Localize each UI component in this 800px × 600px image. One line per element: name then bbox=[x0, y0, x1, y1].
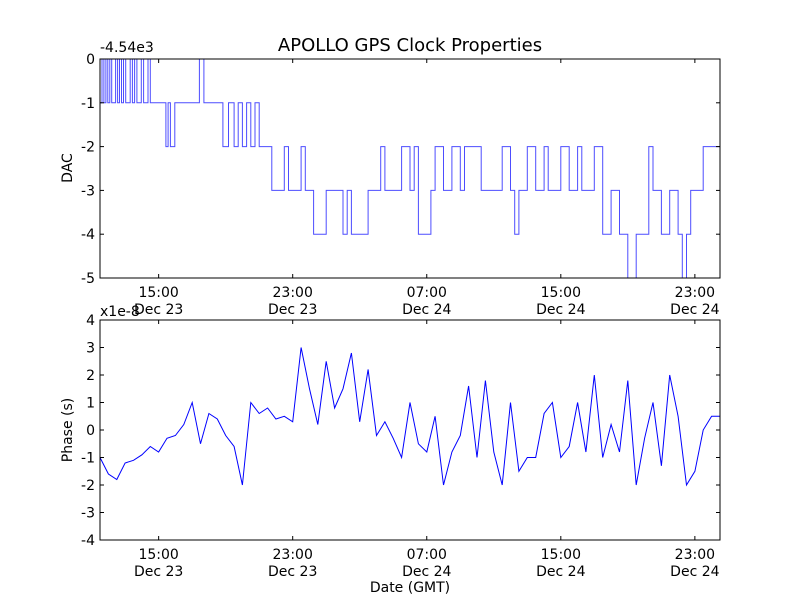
x-tick-time-label: 23:00 bbox=[675, 285, 715, 301]
x-tick-time-label: 15:00 bbox=[138, 547, 178, 563]
phase-y-axis-label: Phase (s) bbox=[60, 398, 76, 462]
x-tick-date-label: Dec 24 bbox=[536, 564, 585, 580]
x-tick-time-label: 07:00 bbox=[407, 285, 447, 301]
x-tick-date-label: Dec 23 bbox=[268, 564, 317, 580]
y-tick-label: -3 bbox=[81, 506, 95, 522]
figure-title: APOLLO GPS Clock Properties bbox=[278, 35, 542, 56]
x-tick-time-label: 23:00 bbox=[273, 547, 313, 563]
y-tick-label: -2 bbox=[81, 140, 95, 156]
x-tick-time-label: 23:00 bbox=[273, 285, 313, 301]
x-tick-date-label: Dec 23 bbox=[134, 302, 183, 318]
x-tick-time-label: 15:00 bbox=[541, 285, 581, 301]
x-tick-date-label: Dec 24 bbox=[402, 302, 451, 318]
dac-axes-frame bbox=[99, 58, 721, 279]
x-tick-date-label: Dec 23 bbox=[134, 564, 183, 580]
y-tick-label: 2 bbox=[86, 368, 95, 384]
y-tick-label: -5 bbox=[81, 271, 95, 287]
y-tick-label: -1 bbox=[81, 451, 95, 467]
y-tick-label: -1 bbox=[81, 96, 95, 112]
x-tick-date-label: Dec 24 bbox=[670, 564, 719, 580]
y-tick-label: -2 bbox=[81, 478, 95, 494]
x-tick-date-label: Dec 24 bbox=[402, 564, 451, 580]
dac-y-ticks: 0 -1 -2 -3 -4 -5 bbox=[81, 52, 720, 287]
dac-offset-text: -4.54e3 bbox=[100, 40, 154, 56]
x-tick-date-label: Dec 24 bbox=[670, 302, 719, 318]
x-tick-time-label: 23:00 bbox=[675, 547, 715, 563]
x-tick-date-label: Dec 24 bbox=[536, 302, 585, 318]
y-tick-label: -4 bbox=[81, 533, 95, 549]
x-tick-time-label: 15:00 bbox=[541, 547, 581, 563]
phase-y-ticks: 4 3 2 1 0 -1 -2 -3 -4 bbox=[81, 313, 720, 549]
phase-line-series bbox=[99, 347, 720, 487]
y-tick-label: 1 bbox=[86, 396, 95, 412]
dac-y-axis-label: DAC bbox=[60, 153, 76, 183]
y-tick-label: 0 bbox=[86, 52, 95, 68]
x-tick-date-label: Dec 23 bbox=[268, 302, 317, 318]
y-tick-label: 0 bbox=[86, 423, 95, 439]
x-tick-time-label: 07:00 bbox=[407, 547, 447, 563]
y-tick-label: 3 bbox=[86, 341, 95, 357]
y-tick-label: 4 bbox=[86, 313, 95, 329]
phase-offset-text: x1e-8 bbox=[100, 304, 140, 320]
x-axis-label: Date (GMT) bbox=[370, 580, 450, 596]
series-line bbox=[99, 347, 720, 487]
x-tick-time-label: 15:00 bbox=[138, 285, 178, 301]
y-tick-label: -3 bbox=[81, 183, 95, 199]
y-tick-label: -4 bbox=[81, 227, 95, 243]
